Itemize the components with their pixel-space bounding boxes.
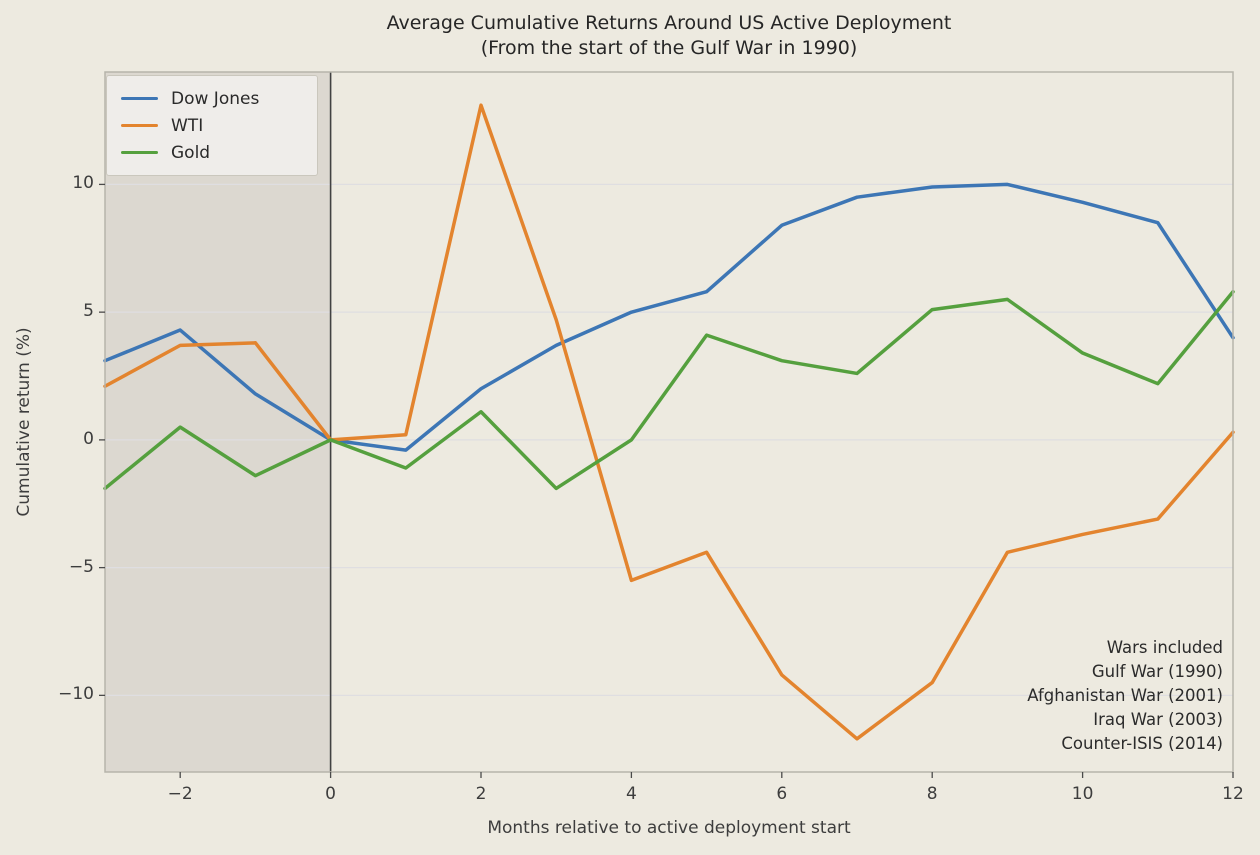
pre-deployment-shaded-region [105,72,331,772]
y-axis-label: Cumulative return (%) [14,327,34,517]
legend-item-dow-jones: Dow Jones [121,85,317,112]
legend-swatch-dow-jones [121,96,158,101]
wars-included-annotation: Wars included Gulf War (1990) Afghanistan … [1027,636,1223,756]
x-tick-label-8: 8 [926,784,938,804]
x-axis-label: Months relative to active deployment sta… [487,818,851,838]
legend-label-wti: WTI [171,115,204,136]
y-tick-label-0: 0 [83,428,94,449]
annotation-line-1: Gulf War (1990) [1091,662,1223,681]
x-tick-label-6: 6 [776,784,788,804]
annotation-line-4: Counter-ISIS (2014) [1061,734,1223,753]
chart-title-line1: Average Cumulative Returns Around US Act… [386,12,952,34]
legend-item-gold: Gold [121,139,317,166]
x-tick-label-10: 10 [1071,784,1094,804]
series-line-wti [103,103,1235,741]
legend-label-gold: Gold [171,142,211,163]
y-tick-label--5: −5 [68,556,94,577]
chart-title-line2: (From the start of the Gulf War in 1990) [480,37,858,59]
chart-title: Average Cumulative Returns Around US Act… [269,11,1069,61]
series-line-gold [103,289,1235,491]
x-tick-label-0: 0 [325,784,336,804]
series-line-dow-jones [103,182,1235,452]
plot-border [104,71,1234,773]
legend: Dow Jones WTI Gold [106,75,318,176]
annotation-line-3: Iraq War (2003) [1093,710,1223,729]
legend-label-dow-jones: Dow Jones [171,88,260,109]
y-tick-label--10: −10 [58,684,94,705]
legend-swatch-gold [121,150,158,155]
x-tick-label-4: 4 [625,784,637,804]
annotation-line-0: Wars included [1106,638,1223,657]
legend-swatch-wti [121,123,158,128]
x-tick-label-12: 12 [1222,784,1244,804]
y-tick-label-5: 5 [83,301,94,322]
x-tick-label-2: 2 [475,784,487,804]
y-tick-label-10: 10 [72,173,94,194]
x-tick-label--2: −2 [167,784,193,804]
legend-item-wti: WTI [121,112,317,139]
annotation-line-2: Afghanistan War (2001) [1027,686,1223,705]
